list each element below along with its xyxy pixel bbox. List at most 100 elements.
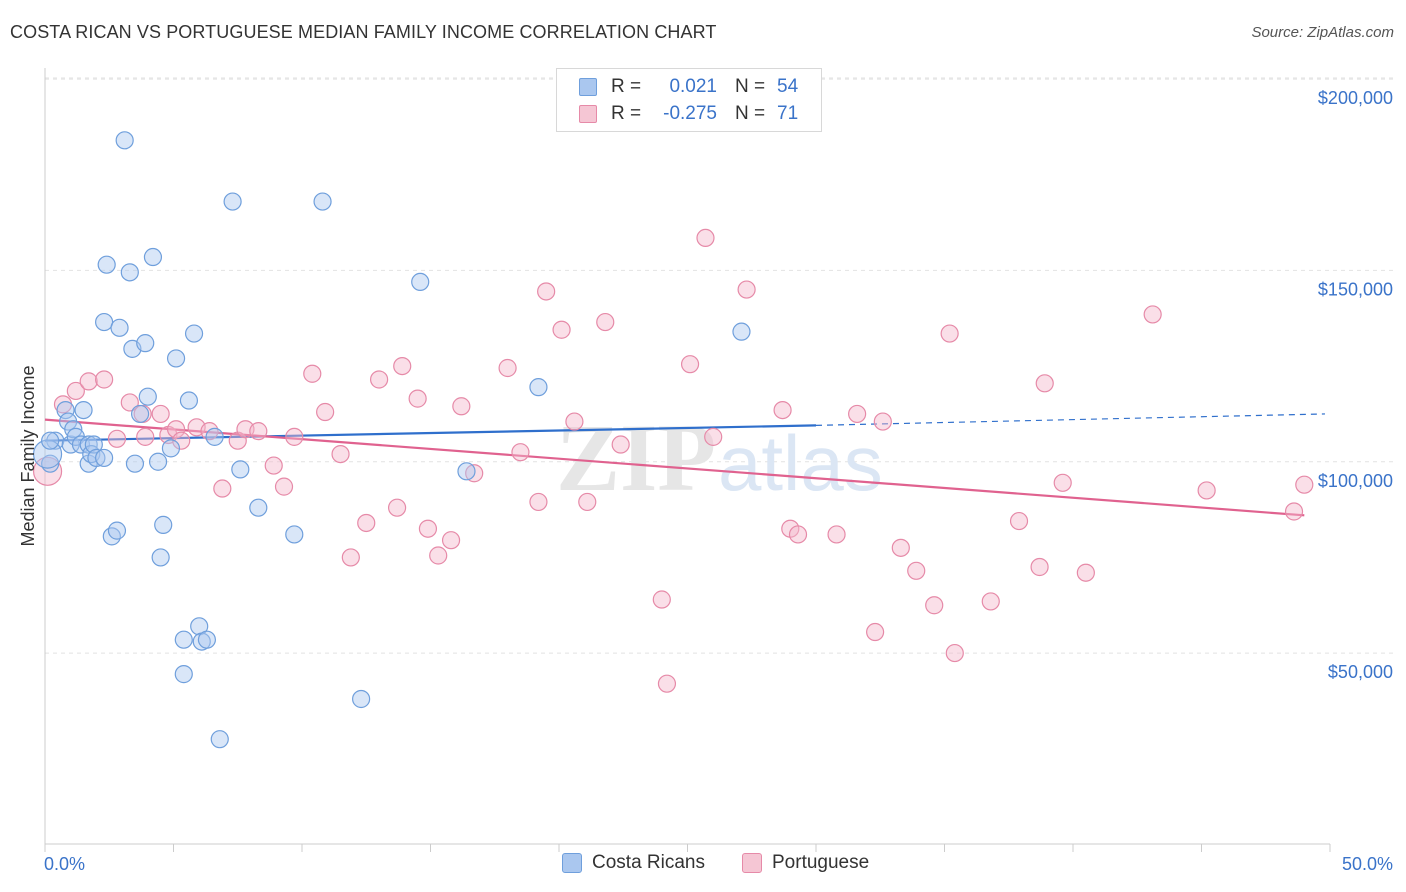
point-portuguese bbox=[848, 404, 867, 424]
point-costa-ricans bbox=[107, 521, 127, 540]
legend-n-value: 71 bbox=[777, 103, 799, 124]
point-portuguese bbox=[788, 525, 808, 544]
point-portuguese bbox=[866, 622, 885, 642]
legend-row-portuguese: R = -0.275 N = 71 bbox=[579, 101, 798, 127]
point-portuguese bbox=[1076, 563, 1095, 582]
point-costa-ricans bbox=[151, 548, 170, 567]
point-portuguese bbox=[452, 397, 471, 416]
point-portuguese bbox=[79, 372, 98, 391]
watermark: ZIP atlas bbox=[556, 404, 883, 511]
point-costa-ricans bbox=[87, 448, 106, 468]
legend-swatch-pink bbox=[579, 105, 597, 123]
point-portuguese bbox=[773, 400, 792, 420]
point-portuguese bbox=[107, 429, 127, 448]
point-costa-ricans bbox=[32, 439, 63, 469]
point-portuguese bbox=[873, 412, 892, 431]
point-portuguese bbox=[408, 389, 427, 408]
point-portuguese bbox=[441, 531, 461, 550]
point-portuguese bbox=[940, 324, 959, 343]
legend-r-value: -0.275 bbox=[663, 103, 717, 124]
point-costa-ricans bbox=[120, 263, 139, 282]
point-costa-ricans bbox=[97, 255, 116, 274]
point-costa-ricans bbox=[174, 630, 193, 649]
point-costa-ricans bbox=[166, 349, 186, 368]
watermark-atlas: atlas bbox=[718, 419, 883, 507]
point-portuguese bbox=[249, 422, 268, 441]
point-portuguese bbox=[737, 280, 756, 299]
point-costa-ricans bbox=[197, 630, 217, 649]
point-portuguese bbox=[316, 402, 335, 422]
point-costa-ricans bbox=[138, 387, 157, 406]
point-costa-ricans bbox=[95, 312, 114, 332]
point-portuguese bbox=[120, 393, 139, 412]
legend-r-label: R = bbox=[611, 103, 642, 124]
point-costa-ricans bbox=[95, 448, 114, 468]
point-costa-ricans bbox=[457, 462, 476, 481]
point-portuguese bbox=[827, 525, 846, 544]
point-costa-ricans bbox=[529, 378, 548, 397]
y-tick-label: $150,000 bbox=[1318, 279, 1393, 299]
point-costa-ricans bbox=[205, 427, 224, 446]
point-portuguese bbox=[945, 643, 964, 663]
point-portuguese bbox=[680, 355, 700, 374]
tick-labels: $50,000 $100,000 $150,000 $200,000 0.0% 50.0% bbox=[44, 88, 1393, 874]
point-portuguese bbox=[151, 404, 170, 424]
point-portuguese bbox=[341, 548, 360, 567]
point-costa-ricans bbox=[56, 400, 75, 420]
point-costa-ricans bbox=[285, 525, 304, 544]
point-costa-ricans bbox=[161, 439, 181, 458]
point-costa-ricans bbox=[84, 435, 103, 454]
point-portuguese bbox=[1295, 475, 1314, 494]
point-portuguese bbox=[331, 444, 350, 464]
point-portuguese bbox=[1197, 481, 1216, 500]
legend-row-costa-ricans: R = 0.021 N = 54 bbox=[579, 74, 798, 100]
point-portuguese bbox=[136, 427, 155, 446]
point-portuguese bbox=[498, 358, 517, 378]
source-label: Source: ZipAtlas.com bbox=[1251, 24, 1394, 41]
point-portuguese bbox=[511, 443, 530, 462]
point-portuguese bbox=[264, 456, 283, 475]
y-tick-label: $100,000 bbox=[1318, 471, 1393, 491]
axes bbox=[44, 68, 1331, 852]
legend-label: Costa Ricans bbox=[592, 852, 705, 873]
point-costa-ricans bbox=[210, 730, 229, 749]
point-portuguese bbox=[95, 370, 114, 389]
point-costa-ricans bbox=[231, 460, 250, 479]
point-costa-ricans bbox=[179, 391, 199, 410]
legend-n-label: N = bbox=[735, 103, 766, 124]
legend-n-label: N = bbox=[735, 76, 766, 97]
point-portuguese bbox=[652, 590, 671, 609]
point-costa-ricans bbox=[136, 334, 155, 353]
point-portuguese bbox=[1035, 374, 1054, 393]
point-portuguese bbox=[1143, 305, 1162, 324]
point-costa-ricans bbox=[352, 689, 371, 709]
gridlines bbox=[45, 77, 1395, 654]
point-costa-ricans bbox=[74, 400, 93, 420]
point-costa-ricans bbox=[184, 324, 204, 343]
point-costa-ricans bbox=[143, 247, 163, 267]
point-portuguese bbox=[704, 427, 723, 446]
point-portuguese bbox=[200, 422, 219, 441]
legend-item-costa-ricans[interactable]: Costa Ricans bbox=[562, 852, 705, 874]
chart-title: COSTA RICAN VS PORTUGUESE MEDIAN FAMILY … bbox=[10, 22, 717, 42]
point-portuguese bbox=[303, 364, 322, 383]
point-portuguese bbox=[393, 356, 412, 376]
point-costa-ricans bbox=[125, 454, 145, 473]
point-portuguese bbox=[274, 477, 294, 496]
point-costa-ricans bbox=[148, 452, 168, 471]
x-tick-label: 0.0% bbox=[44, 854, 85, 874]
point-portuguese bbox=[370, 370, 389, 389]
point-portuguese bbox=[578, 492, 597, 512]
data-points bbox=[32, 131, 1314, 749]
legend-swatch-blue bbox=[579, 78, 597, 96]
point-costa-ricans bbox=[115, 131, 134, 150]
point-costa-ricans bbox=[411, 272, 430, 292]
legend-n-value: 54 bbox=[777, 76, 799, 97]
point-portuguese bbox=[696, 228, 715, 247]
point-portuguese bbox=[213, 479, 232, 498]
legend-item-portuguese[interactable]: Portuguese bbox=[742, 852, 869, 874]
point-portuguese bbox=[418, 519, 438, 538]
legend-r-label: R = bbox=[611, 76, 642, 97]
point-costa-ricans bbox=[190, 617, 209, 636]
